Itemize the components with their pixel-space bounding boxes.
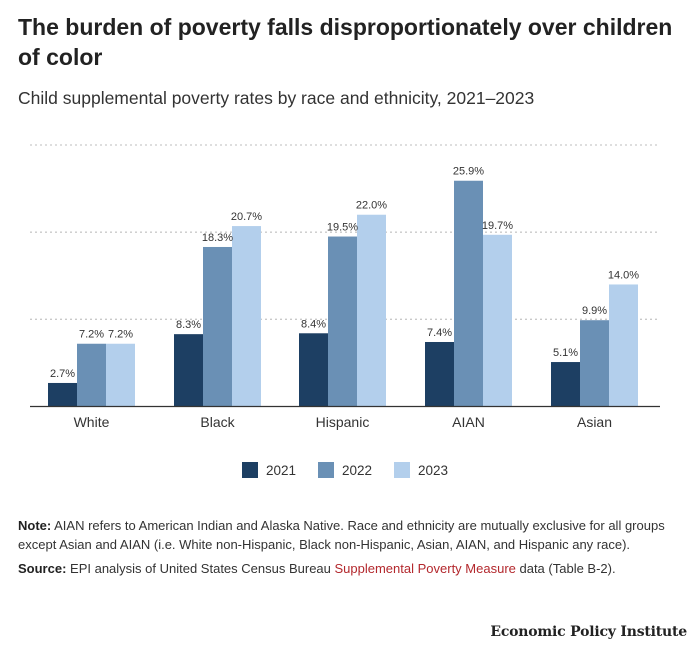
data-label-black-2023: 20.7% <box>231 211 262 223</box>
source-text-before: EPI analysis of United States Census Bur… <box>66 561 335 576</box>
bar-asian-2023 <box>609 284 638 407</box>
bar-white-2021 <box>48 382 77 407</box>
data-label-aian-2022: 25.9% <box>453 166 484 178</box>
chart-subtitle: Child supplemental poverty rates by race… <box>18 88 535 108</box>
x-tick-label-asian: Asian <box>577 414 612 430</box>
data-label-aian-2021: 7.4% <box>427 327 452 339</box>
bar-aian-2021 <box>425 341 454 407</box>
x-tick-label-hispanic: Hispanic <box>316 414 370 430</box>
x-tick-labels: White Black Hispanic AIAN Asian <box>74 414 612 430</box>
bar-black-2021 <box>174 334 203 407</box>
bar-hispanic-2021 <box>299 333 328 407</box>
data-label-asian-2022: 9.9% <box>582 305 607 317</box>
data-label-aian-2023: 19.7% <box>482 220 513 232</box>
source-link[interactable]: Supplemental Poverty Measure <box>334 561 516 576</box>
data-label-hispanic-2022: 19.5% <box>327 222 358 234</box>
chart-title: The burden of poverty falls disproportio… <box>18 14 673 70</box>
note-text: AIAN refers to American Indian and Alask… <box>18 518 665 552</box>
source-label: Source: <box>18 561 67 576</box>
bar-black-2022 <box>203 246 232 407</box>
legend-swatch-2021 <box>242 462 258 478</box>
bar-white-2022 <box>77 343 106 407</box>
bar-aian-2022 <box>454 180 483 407</box>
x-tick-label-aian: AIAN <box>452 414 485 430</box>
data-label-asian-2023: 14.0% <box>608 269 639 281</box>
data-labels: 2.7% 7.2% 7.2% 8.3% 18.3% 20.7% 8.4% 19.5% 22.0%… <box>50 166 639 380</box>
bar-aian-2023 <box>483 234 512 407</box>
bar-hispanic-2023 <box>357 214 386 407</box>
note-paragraph: Note: AIAN refers to American Indian and… <box>18 517 680 554</box>
source-paragraph: Source: EPI analysis of United States Ce… <box>18 560 680 579</box>
bars <box>48 180 638 407</box>
bar-chart: 2.7% 7.2% 7.2% 8.3% 18.3% 20.7% 8.4% 19.5% 22.0%… <box>30 144 660 430</box>
brand-logo-text: Economic Policy Institute <box>490 624 687 640</box>
data-label-white-2021: 2.7% <box>50 368 75 380</box>
footnotes: Note: AIAN refers to American Indian and… <box>18 517 680 585</box>
data-label-hispanic-2021: 8.4% <box>301 318 326 330</box>
legend-item-2021: 2021 <box>242 459 296 481</box>
legend-label-2022: 2022 <box>342 462 373 478</box>
data-label-black-2021: 8.3% <box>176 319 201 331</box>
legend: 2021 2022 2023 <box>0 459 695 481</box>
legend-label-2021: 2021 <box>266 462 297 478</box>
data-label-hispanic-2023: 22.0% <box>356 200 387 212</box>
bar-black-2023 <box>232 226 261 407</box>
data-label-white-2023: 7.2% <box>108 329 133 341</box>
legend-swatch-2022 <box>318 462 334 478</box>
legend-label-2023: 2023 <box>418 462 449 478</box>
legend-item-2023: 2023 <box>394 459 448 481</box>
bar-white-2023 <box>106 343 135 407</box>
note-label: Note: <box>18 518 52 533</box>
bar-hispanic-2022 <box>328 236 357 407</box>
x-tick-label-black: Black <box>200 414 235 430</box>
data-label-white-2022: 7.2% <box>79 329 104 341</box>
bar-asian-2022 <box>580 320 609 407</box>
data-label-asian-2021: 5.1% <box>553 347 578 359</box>
source-text-after: data (Table B-2). <box>515 561 616 576</box>
bar-asian-2021 <box>551 362 580 407</box>
x-tick-label-white: White <box>74 414 110 430</box>
data-label-black-2022: 18.3% <box>202 232 233 244</box>
legend-item-2022: 2022 <box>318 459 372 481</box>
legend-swatch-2023 <box>394 462 410 478</box>
